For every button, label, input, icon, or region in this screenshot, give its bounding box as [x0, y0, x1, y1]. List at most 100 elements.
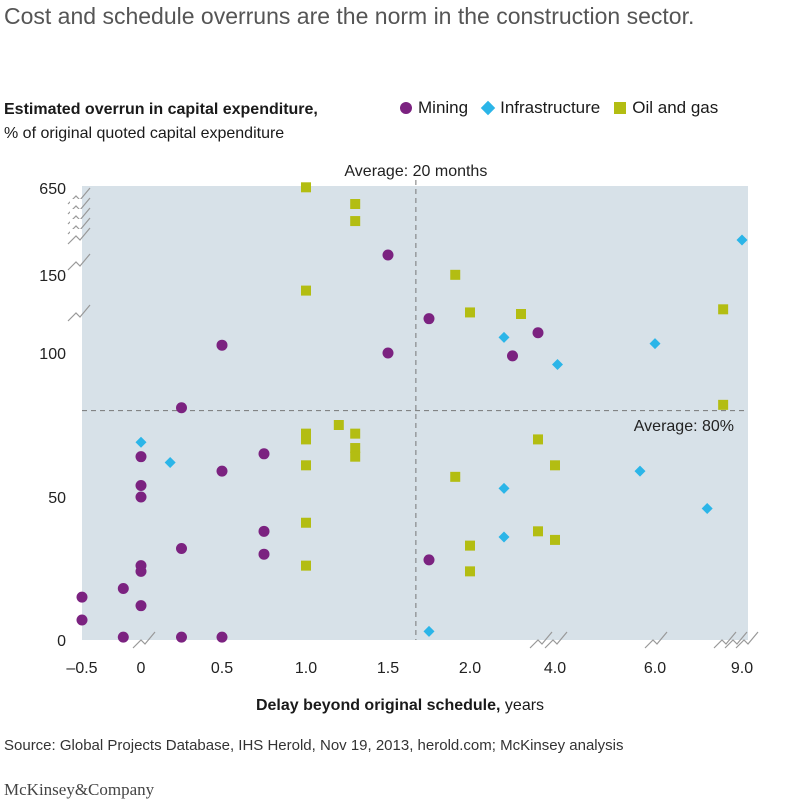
infrastructure-point	[135, 436, 147, 448]
circle-icon	[400, 102, 412, 114]
mining-point	[76, 591, 88, 603]
mining-point	[507, 350, 518, 362]
mining-point	[135, 600, 147, 612]
mining-point	[135, 491, 147, 503]
mining-point	[135, 451, 147, 463]
x-axis-break-icon	[724, 631, 748, 649]
legend-oil-gas: Oil and gas	[614, 98, 718, 118]
oil-gas-point	[301, 428, 311, 439]
mining-point	[135, 479, 147, 491]
average-x-label: Average: 20 months	[344, 163, 487, 180]
infrastructure-point	[634, 465, 646, 477]
x-axis-break-icon	[132, 631, 156, 649]
mining-point	[532, 327, 544, 339]
mining-point	[216, 339, 228, 351]
y-tick-label: 0	[57, 633, 66, 650]
y-axis-label-sub: % of original quoted capital expenditure	[4, 125, 285, 142]
x-axis-break-icon	[713, 631, 737, 649]
y-tick-label: 50	[48, 490, 66, 507]
mining-point	[423, 313, 435, 325]
oil-gas-point	[350, 216, 361, 227]
y-axis-break-icon	[67, 227, 91, 245]
infrastructure-point	[649, 338, 661, 350]
y-tick-label: 650	[39, 181, 66, 198]
company-logo: McKinsey&Company	[4, 780, 155, 799]
infrastructure-point	[552, 359, 563, 371]
mining-point	[258, 525, 270, 537]
x-tick-label: 1.5	[377, 660, 399, 677]
oil-gas-point	[465, 540, 475, 551]
x-tick-label: 4.0	[544, 660, 566, 677]
oil-gas-point	[718, 399, 729, 410]
oil-gas-point	[533, 434, 543, 445]
oil-gas-point	[465, 307, 475, 318]
source-note: Source: Global Projects Database, IHS He…	[4, 737, 624, 754]
oil-gas-point	[301, 285, 311, 296]
mining-point	[135, 565, 147, 577]
x-axis-break-icon	[644, 631, 668, 649]
mining-point	[216, 631, 228, 643]
oil-gas-point	[718, 304, 729, 315]
mining-point	[117, 631, 129, 643]
oil-gas-point	[301, 434, 311, 445]
x-axis-break-icon	[529, 631, 553, 649]
mining-point	[216, 465, 228, 477]
y-tick-label: 100	[39, 346, 66, 363]
oil-gas-point	[301, 460, 311, 471]
x-tick-label: 6.0	[644, 660, 666, 677]
oil-gas-point	[450, 269, 461, 280]
oil-gas-point	[350, 443, 361, 454]
legend-mining: Mining	[400, 98, 468, 118]
oil-gas-point	[333, 420, 344, 430]
oil-gas-point	[350, 199, 361, 210]
y-axis-label: Estimated overrun in capital expenditure…	[4, 98, 318, 146]
legend: Mining Infrastructure Oil and gas	[400, 98, 718, 118]
x-tick-label: –0.5	[66, 660, 97, 677]
infrastructure-point	[498, 331, 510, 343]
oil-gas-point	[465, 566, 475, 577]
oil-gas-point	[450, 471, 461, 482]
mining-point	[382, 249, 394, 261]
x-axis-label: Delay beyond original schedule, years	[0, 697, 800, 715]
infrastructure-point	[498, 482, 510, 494]
y-axis-break-icon	[67, 253, 91, 271]
mining-point	[76, 614, 88, 626]
oil-gas-point	[516, 309, 526, 319]
legend-label: Mining	[418, 98, 469, 117]
legend-label: Infrastructure	[500, 98, 601, 117]
x-axis-label-sub: years	[504, 697, 545, 714]
oil-gas-point	[301, 182, 311, 193]
mining-point	[258, 548, 270, 560]
mining-point	[176, 402, 187, 414]
mining-point	[176, 631, 187, 643]
page-title: Cost and schedule overruns are the norm …	[4, 3, 695, 29]
x-tick-label: 0	[137, 660, 146, 677]
x-tick-label: 1.0	[295, 660, 317, 677]
y-axis-break-icon	[67, 304, 91, 322]
oil-gas-point	[350, 428, 361, 439]
legend-label: Oil and gas	[632, 98, 719, 117]
y-tick-label: 150	[39, 268, 66, 285]
infrastructure-point	[701, 502, 713, 514]
mining-point	[117, 583, 129, 595]
x-axis-break-icon	[544, 631, 568, 649]
oil-gas-point	[301, 517, 311, 528]
oil-gas-point	[550, 534, 560, 545]
square-icon	[614, 102, 627, 114]
infrastructure-point	[423, 625, 435, 637]
oil-gas-point	[533, 526, 543, 537]
y-axis-label-bold: Estimated overrun in capital expenditure…	[4, 101, 318, 118]
oil-gas-point	[301, 560, 311, 571]
average-y-label: Average: 80%	[634, 418, 734, 435]
mining-point	[423, 554, 435, 566]
mining-point	[176, 542, 187, 554]
x-axis-break-icon	[735, 631, 759, 649]
plot-background	[82, 186, 748, 640]
oil-gas-point	[350, 451, 361, 462]
infrastructure-point	[164, 456, 176, 468]
mining-point	[382, 347, 394, 359]
mining-point	[258, 448, 270, 460]
oil-gas-point	[550, 460, 560, 471]
